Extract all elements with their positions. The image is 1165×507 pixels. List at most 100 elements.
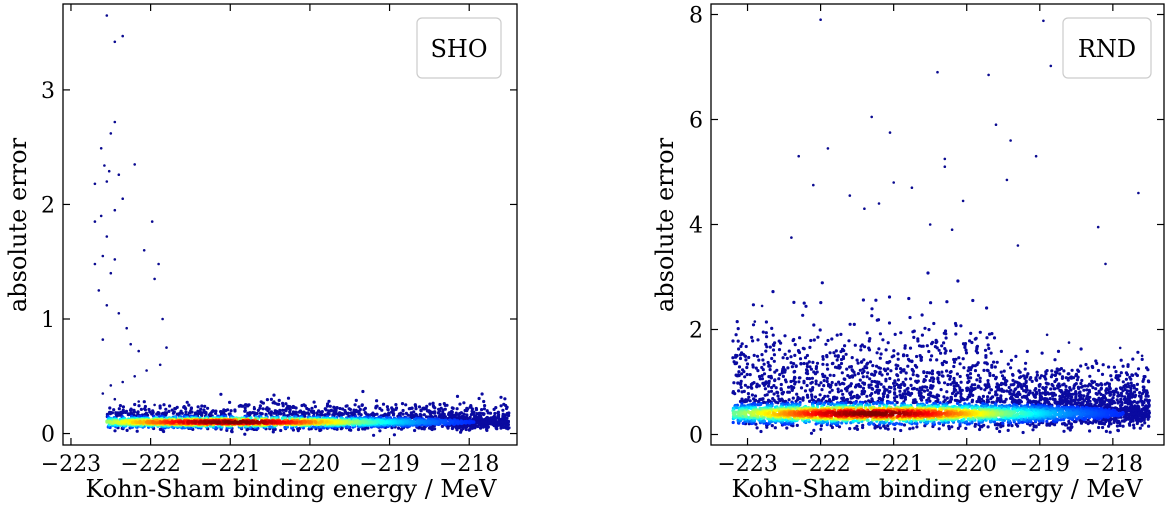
rnd-density-point bbox=[1061, 383, 1065, 387]
rnd-density-point bbox=[797, 380, 801, 384]
rnd-density-point bbox=[1017, 390, 1021, 394]
rnd-density-point bbox=[896, 378, 901, 382]
sho-density-point bbox=[401, 412, 405, 416]
rnd-density-point bbox=[871, 364, 875, 368]
sho-density-point bbox=[253, 420, 257, 424]
sho-density-point bbox=[313, 420, 317, 424]
rnd-density-point bbox=[860, 392, 864, 396]
rnd-density-point bbox=[850, 375, 855, 379]
y-tick-label: 2 bbox=[41, 193, 55, 218]
rnd-density-point bbox=[898, 389, 902, 393]
rnd-density-point bbox=[882, 394, 886, 399]
rnd-density-point bbox=[768, 368, 772, 372]
rnd-density-point bbox=[1141, 403, 1145, 407]
rnd-density-point bbox=[795, 392, 799, 396]
rnd-density-point bbox=[1007, 390, 1011, 394]
rnd-density-point bbox=[987, 346, 991, 351]
rnd-density-point bbox=[1105, 387, 1109, 391]
rnd-density-point bbox=[1145, 398, 1149, 402]
rnd-density-point bbox=[826, 367, 830, 371]
rnd-density-point bbox=[1035, 370, 1039, 374]
rnd-density-point bbox=[1086, 384, 1090, 388]
rnd-density-point bbox=[970, 383, 974, 387]
rnd-density-point bbox=[1130, 395, 1134, 399]
sho-density-point bbox=[348, 407, 352, 412]
sho-density-point bbox=[413, 403, 417, 407]
rnd-density-point bbox=[969, 376, 973, 380]
rnd-density-point bbox=[943, 381, 947, 385]
rnd-density-point bbox=[987, 391, 992, 395]
sho-density-point bbox=[464, 408, 468, 412]
rnd-density-point bbox=[992, 360, 996, 364]
rnd-density-point bbox=[964, 426, 968, 430]
rnd-density-point bbox=[756, 399, 761, 404]
sho-density-point bbox=[326, 402, 330, 406]
sho-density-point bbox=[135, 429, 139, 433]
sho-density-point bbox=[277, 398, 281, 402]
sho-density-point bbox=[406, 413, 410, 417]
sho-density-point bbox=[438, 402, 442, 407]
sho-density-point bbox=[210, 420, 214, 424]
rnd-density-point bbox=[731, 339, 735, 343]
sho-density-point bbox=[175, 405, 179, 409]
rnd-density-point bbox=[865, 331, 869, 335]
rnd-density-point bbox=[1078, 393, 1082, 397]
rnd-density-point bbox=[973, 387, 977, 391]
rnd-density-point bbox=[1053, 358, 1057, 362]
rnd-density-point bbox=[906, 357, 911, 361]
rnd-density-point bbox=[1062, 429, 1066, 433]
rnd-density-point bbox=[1082, 394, 1086, 398]
sho-density-point bbox=[507, 413, 511, 418]
rnd-density-point bbox=[930, 342, 934, 346]
sho-density-point bbox=[281, 408, 285, 412]
sho-outlier-point bbox=[157, 262, 160, 266]
rnd-density-point bbox=[865, 375, 869, 379]
rnd-density-point bbox=[779, 382, 783, 387]
sho-density-point bbox=[333, 406, 337, 410]
rnd-density-point bbox=[1069, 425, 1073, 429]
rnd-density-point bbox=[1023, 367, 1027, 371]
rnd-density-point bbox=[1114, 374, 1119, 378]
rnd-density-point bbox=[1059, 367, 1063, 371]
rnd-density-point bbox=[1002, 369, 1006, 373]
rnd-density-point bbox=[945, 369, 949, 373]
rnd-density-point bbox=[895, 395, 899, 399]
sho-density-point bbox=[286, 396, 291, 400]
rnd-density-point bbox=[942, 341, 946, 345]
sho-density-point bbox=[391, 413, 396, 417]
rnd-density-point bbox=[956, 279, 960, 283]
rnd-density-point bbox=[1146, 368, 1150, 372]
rnd-density-point bbox=[839, 361, 844, 366]
rnd-density-point bbox=[1062, 421, 1066, 426]
rnd-density-point bbox=[787, 349, 791, 353]
rnd-density-point bbox=[1018, 370, 1022, 374]
rnd-density-point bbox=[1066, 376, 1070, 380]
sho-density-point bbox=[147, 407, 151, 412]
sho-density-point bbox=[269, 397, 273, 401]
rnd-density-point bbox=[737, 389, 741, 393]
rnd-density-point bbox=[1147, 424, 1151, 428]
sho-density-point bbox=[319, 411, 323, 415]
rnd-density-point bbox=[868, 360, 873, 364]
rnd-density-point bbox=[984, 355, 988, 359]
rnd-density-point bbox=[1006, 362, 1010, 366]
sho-outlier-point bbox=[150, 220, 154, 223]
sho-outlier-point bbox=[93, 182, 97, 186]
sho-density-point bbox=[243, 406, 247, 410]
rnd-density-point bbox=[893, 332, 897, 336]
rnd-density-point bbox=[771, 348, 776, 352]
rnd-density-point bbox=[919, 395, 923, 399]
rnd-density-point bbox=[870, 307, 874, 311]
sho-outlier-point bbox=[125, 326, 128, 330]
rnd-density-point bbox=[887, 295, 892, 299]
sho-density-point bbox=[121, 405, 125, 409]
rnd-density-point bbox=[763, 382, 768, 386]
rnd-density-point bbox=[1127, 385, 1131, 389]
sho-density-point bbox=[243, 432, 247, 436]
sho-density-point bbox=[470, 409, 474, 413]
rnd-density-point bbox=[948, 377, 952, 381]
sho-density-point bbox=[187, 411, 192, 415]
sho-density-point bbox=[268, 425, 272, 429]
sho-density-point bbox=[194, 420, 198, 424]
rnd-density-point bbox=[870, 392, 874, 396]
